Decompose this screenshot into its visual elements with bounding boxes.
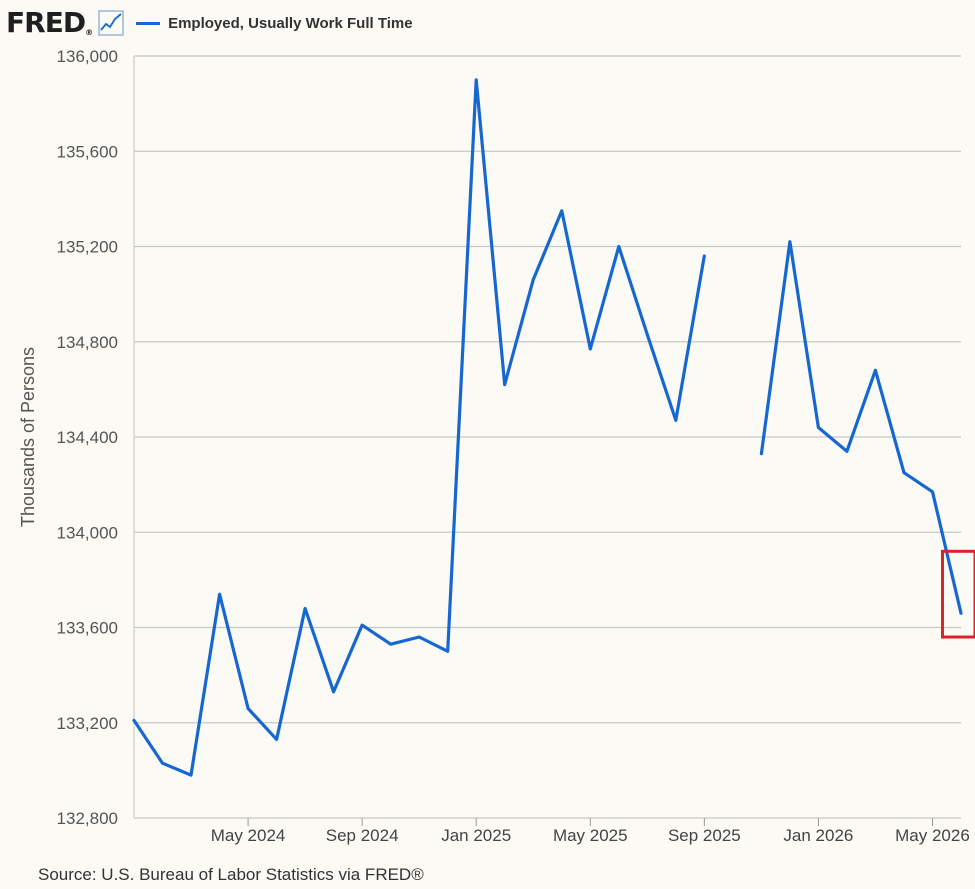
y-tick-label: 135,200 xyxy=(57,238,118,257)
legend-label: Employed, Usually Work Full Time xyxy=(168,14,413,32)
x-tick-label: Jan 2025 xyxy=(441,826,511,845)
legend-swatch xyxy=(136,21,161,25)
x-tick-label: May 2026 xyxy=(895,826,970,845)
highlight-box xyxy=(940,549,975,639)
line-chart: 132,800 133,200 133,600 134,000 134,400 134,8… xyxy=(18,47,975,845)
x-tick-label: Sep 2025 xyxy=(668,826,741,845)
series-line xyxy=(759,240,963,615)
axes: 132,800 133,200 133,600 134,000 134,400 134,8… xyxy=(18,47,970,845)
fred-logo[interactable]: FRED® xyxy=(6,6,94,39)
y-tick-label: 136,000 xyxy=(57,47,118,66)
x-tick-label: May 2025 xyxy=(553,826,628,845)
series-line xyxy=(132,78,706,777)
y-axis-label: Thousands of Persons xyxy=(18,347,38,527)
y-tick-label: 133,600 xyxy=(57,619,118,638)
y-tick-label: 134,000 xyxy=(57,523,118,542)
source-text: Source: U.S. Bureau of Labor Statistics … xyxy=(38,865,424,884)
x-tick-label: Jan 2026 xyxy=(783,826,853,845)
annotations xyxy=(940,549,975,639)
x-tick-label: May 2024 xyxy=(211,826,286,845)
chart-header: FRED® Employed, Usually Work Full Time xyxy=(6,6,413,40)
y-tick-label: 134,400 xyxy=(57,428,118,447)
x-tick-label: Sep 2024 xyxy=(326,826,399,845)
grid xyxy=(134,55,961,819)
y-tick-label: 134,800 xyxy=(57,333,118,352)
y-tick-label: 135,600 xyxy=(57,142,118,161)
series xyxy=(132,78,963,777)
line-graph-icon[interactable] xyxy=(98,10,124,36)
y-tick-label: 133,200 xyxy=(57,714,118,733)
y-tick-label: 132,800 xyxy=(57,809,118,828)
legend: Employed, Usually Work Full Time xyxy=(136,15,413,32)
